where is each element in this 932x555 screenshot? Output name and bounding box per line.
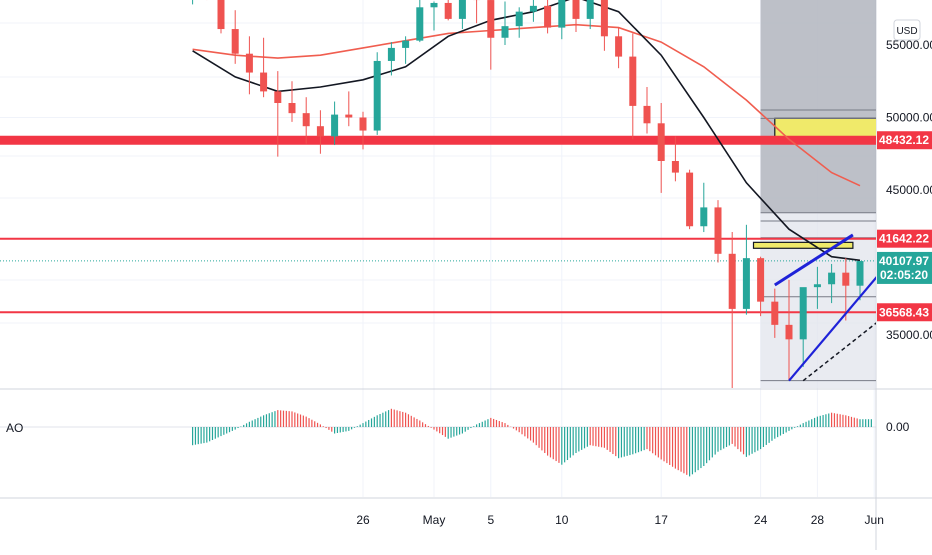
candle-body bbox=[416, 7, 423, 40]
candle-body bbox=[260, 73, 267, 92]
candle-body bbox=[502, 26, 509, 38]
candle-body bbox=[757, 258, 764, 302]
candle-body bbox=[601, 0, 608, 36]
moving-averages bbox=[193, 0, 860, 260]
candle-body bbox=[360, 118, 367, 131]
candle-body bbox=[644, 106, 651, 123]
candle-body bbox=[516, 12, 523, 27]
candle-body bbox=[615, 36, 622, 56]
candle-body bbox=[729, 254, 736, 309]
candle-body bbox=[800, 287, 807, 339]
candle-body bbox=[459, 0, 466, 19]
ao-histogram bbox=[193, 409, 872, 477]
time-tick-label: 26 bbox=[356, 513, 370, 527]
price-tag: 36568.43 bbox=[877, 303, 932, 321]
candle-body bbox=[431, 3, 438, 7]
candle-body bbox=[274, 91, 281, 103]
candle-body bbox=[445, 3, 452, 19]
candle-body bbox=[402, 41, 409, 48]
candle-body bbox=[700, 207, 707, 226]
price-tag-countdown: 02:05:20 bbox=[880, 268, 928, 282]
candle-body bbox=[573, 0, 580, 19]
price-tag-value: 36568.43 bbox=[879, 305, 929, 319]
candle-body bbox=[388, 48, 395, 61]
currency-label: USD bbox=[896, 26, 917, 37]
candle-body bbox=[786, 325, 793, 340]
candle-body bbox=[672, 161, 679, 173]
time-tick-label: 10 bbox=[555, 513, 569, 527]
time-tick-label: 17 bbox=[655, 513, 669, 527]
price-tag: 41642.22 bbox=[877, 230, 932, 248]
candle-body bbox=[828, 273, 835, 285]
candle-body bbox=[587, 0, 594, 19]
candle-body bbox=[303, 113, 310, 126]
price-tag-value: 48432.12 bbox=[879, 133, 929, 147]
candle-body bbox=[530, 6, 537, 12]
candle-body bbox=[658, 123, 665, 161]
candle-body bbox=[218, 0, 225, 29]
candle-body bbox=[345, 115, 352, 118]
fib-label: 1.88(43434.04) bbox=[912, 208, 932, 220]
price-tag-value: 40107.97 bbox=[879, 254, 929, 268]
price-tick-label: 50000.00 bbox=[886, 111, 932, 125]
sma-black-line bbox=[193, 0, 860, 260]
candle-body bbox=[686, 173, 693, 227]
candle-body bbox=[771, 302, 778, 325]
candle-body bbox=[743, 258, 750, 309]
time-tick-label: Jun bbox=[865, 513, 884, 527]
price-tick-label: 35000.00 bbox=[886, 328, 932, 342]
currency-button[interactable]: USD bbox=[894, 20, 920, 40]
candle-body bbox=[317, 126, 324, 136]
candle-body bbox=[715, 207, 722, 253]
candle-body bbox=[246, 54, 253, 73]
candle-body bbox=[629, 57, 636, 106]
candle-body bbox=[544, 6, 551, 28]
price-tag-value: 41642.22 bbox=[879, 232, 929, 246]
price-tag: 48432.12 bbox=[877, 131, 932, 149]
fib-label: 0(31850.48) bbox=[912, 376, 932, 388]
time-tick-label: May bbox=[423, 513, 446, 527]
ao-tick-label: 0.00 bbox=[886, 420, 910, 434]
candle-body bbox=[857, 261, 864, 286]
ao-title: AO bbox=[6, 421, 23, 435]
grey-zone-upper bbox=[761, 0, 910, 213]
price-tick-label: 45000.00 bbox=[886, 183, 932, 197]
fib-label: 1(37641.66) bbox=[912, 292, 932, 304]
candle-body bbox=[232, 29, 239, 54]
time-tick-label: 5 bbox=[487, 513, 494, 527]
candle-body bbox=[558, 0, 565, 28]
time-tick-label: 28 bbox=[811, 513, 825, 527]
candle-body bbox=[331, 115, 338, 137]
candle-body bbox=[842, 273, 849, 286]
candle-body bbox=[374, 61, 381, 131]
fib-label: 1.786(42859.31) bbox=[912, 216, 932, 228]
candle-body bbox=[289, 103, 296, 113]
candle-body bbox=[814, 284, 821, 287]
candle-body bbox=[487, 0, 494, 38]
time-tick-label: 24 bbox=[754, 513, 768, 527]
